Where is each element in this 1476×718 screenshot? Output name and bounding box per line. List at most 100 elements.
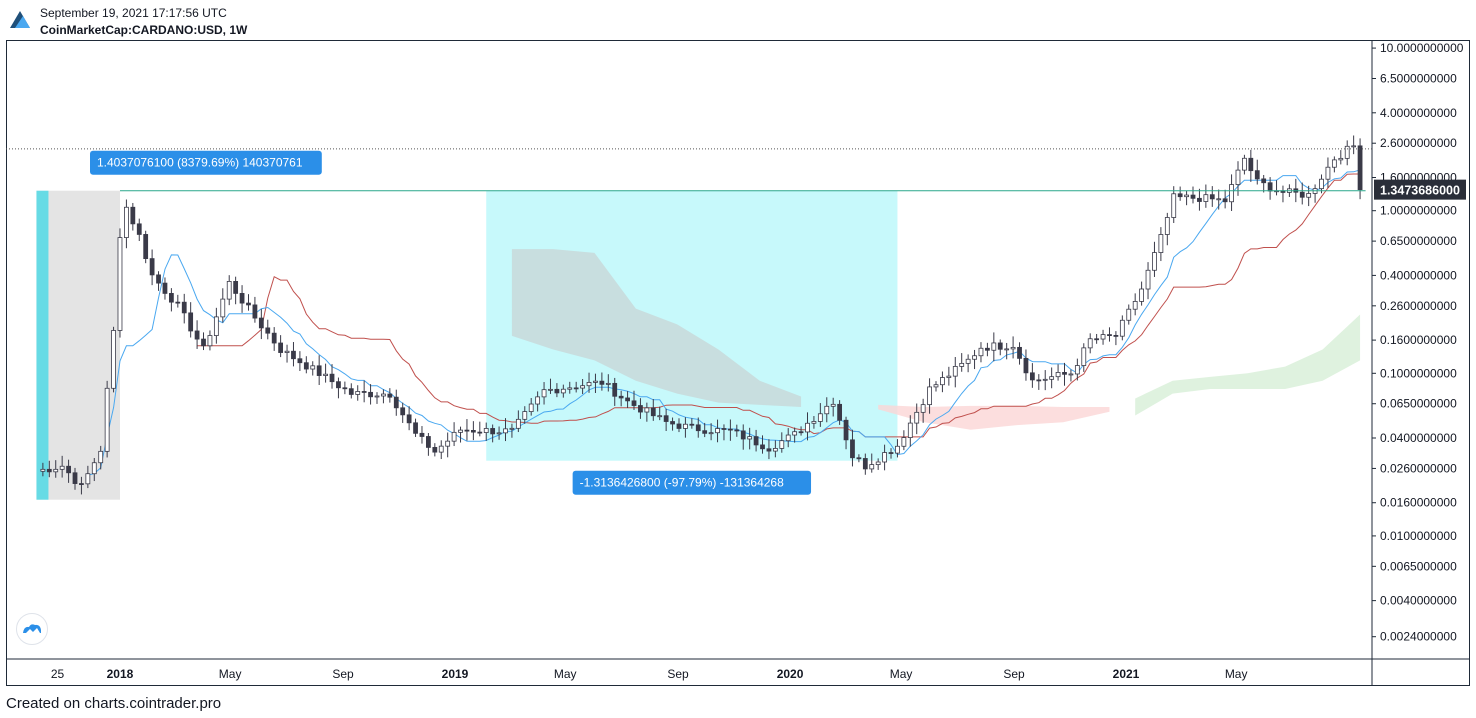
candle bbox=[387, 393, 393, 398]
candle bbox=[40, 468, 46, 472]
measure-label-bg bbox=[90, 150, 322, 175]
candle bbox=[342, 387, 348, 390]
candle bbox=[451, 431, 457, 442]
candle bbox=[98, 450, 104, 464]
y-tick-label: 0.0400000000 bbox=[1380, 431, 1457, 445]
candle bbox=[959, 362, 965, 367]
candle bbox=[933, 384, 939, 388]
candle bbox=[683, 423, 688, 429]
candle bbox=[1177, 193, 1183, 198]
x-tick-label: 25 bbox=[51, 667, 65, 681]
candle bbox=[567, 387, 573, 390]
candle bbox=[336, 381, 341, 389]
candle bbox=[1010, 346, 1016, 350]
candle bbox=[824, 405, 830, 415]
candle bbox=[136, 223, 142, 235]
y-tick-label: 1.0000000000 bbox=[1380, 204, 1457, 218]
candle bbox=[740, 430, 746, 440]
candle bbox=[117, 237, 123, 331]
candle bbox=[515, 418, 521, 429]
candle bbox=[445, 440, 451, 447]
y-tick-label: 0.1600000000 bbox=[1380, 333, 1457, 347]
candle bbox=[817, 413, 823, 422]
candle bbox=[1094, 338, 1100, 341]
candle bbox=[1139, 288, 1144, 302]
chart-datetime: September 19, 2021 17:17:56 UTC bbox=[40, 6, 227, 20]
candles-group bbox=[40, 135, 1363, 495]
candle bbox=[1306, 193, 1312, 198]
candle bbox=[1119, 319, 1125, 337]
candle bbox=[1171, 193, 1177, 218]
candle bbox=[1299, 191, 1305, 198]
candle bbox=[1158, 234, 1164, 253]
candle bbox=[252, 304, 258, 319]
chart-frame bbox=[6, 40, 1470, 686]
candle bbox=[901, 437, 907, 447]
y-tick-label: 10.0000000000 bbox=[1380, 41, 1464, 55]
candle bbox=[201, 338, 206, 347]
candle bbox=[1087, 338, 1093, 349]
candle bbox=[1261, 178, 1267, 184]
candle bbox=[1235, 169, 1241, 185]
candle bbox=[1152, 252, 1157, 271]
candle bbox=[779, 440, 785, 449]
candle bbox=[66, 465, 71, 474]
candle bbox=[194, 330, 200, 340]
candle bbox=[1344, 145, 1350, 159]
measure-label-text: 1.4037076100 (8379.69%) 140370761 bbox=[97, 156, 303, 170]
candle bbox=[631, 400, 637, 406]
candle bbox=[143, 234, 149, 260]
candle bbox=[188, 312, 194, 332]
candle bbox=[1036, 379, 1042, 382]
candle bbox=[605, 382, 611, 385]
candle bbox=[1222, 198, 1228, 203]
candle bbox=[560, 388, 566, 394]
candle bbox=[458, 429, 463, 433]
candle bbox=[1004, 348, 1010, 351]
candle bbox=[1068, 373, 1074, 376]
chart-symbol: CoinMarketCap:CARDANO:USD, 1W bbox=[40, 23, 248, 37]
candle bbox=[207, 335, 213, 347]
candle bbox=[59, 465, 65, 470]
candle bbox=[927, 386, 932, 406]
candle bbox=[1081, 347, 1087, 366]
candle bbox=[490, 428, 496, 435]
candle bbox=[246, 302, 251, 306]
candle bbox=[920, 404, 926, 413]
candle bbox=[522, 411, 528, 420]
candle bbox=[419, 432, 425, 437]
candle bbox=[124, 206, 129, 238]
candle bbox=[985, 347, 990, 351]
current-price-badge bbox=[1374, 179, 1466, 200]
candle bbox=[1042, 378, 1048, 381]
candle bbox=[432, 447, 438, 453]
candle bbox=[297, 358, 303, 364]
candle bbox=[830, 403, 836, 407]
candle bbox=[805, 422, 810, 433]
base-line bbox=[197, 173, 1361, 438]
candle bbox=[91, 462, 97, 475]
candle bbox=[470, 430, 476, 433]
candle bbox=[303, 362, 309, 370]
candle bbox=[464, 429, 470, 432]
tradingview-badge-icon[interactable] bbox=[16, 613, 48, 645]
candle bbox=[381, 393, 386, 397]
candle bbox=[972, 355, 977, 360]
candle bbox=[393, 396, 399, 409]
candle bbox=[599, 380, 605, 385]
candle bbox=[483, 428, 489, 433]
x-tick-label: 2021 bbox=[1113, 667, 1140, 681]
candle bbox=[1248, 157, 1254, 172]
candle bbox=[753, 436, 759, 446]
candle bbox=[213, 316, 219, 336]
y-tick-label: 2.6000000000 bbox=[1380, 136, 1457, 150]
candle bbox=[785, 434, 791, 442]
candle bbox=[1132, 301, 1138, 310]
candle bbox=[220, 298, 226, 318]
candle bbox=[168, 293, 174, 303]
x-tick-label: Sep bbox=[667, 667, 689, 681]
candle bbox=[895, 445, 900, 454]
candle bbox=[477, 431, 483, 434]
candle bbox=[792, 431, 798, 436]
